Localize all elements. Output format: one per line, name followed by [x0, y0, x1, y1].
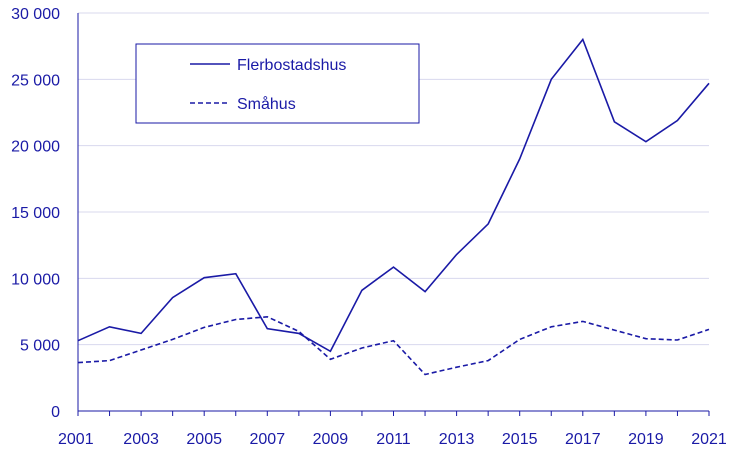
y-tick-label: 5 000 [20, 338, 60, 355]
x-tick-label: 2017 [565, 431, 601, 448]
x-tick-label: 2021 [691, 431, 727, 448]
x-tick-label: 2011 [376, 431, 411, 448]
x-tick-label: 2007 [250, 431, 286, 448]
y-tick-label: 20 000 [11, 139, 60, 156]
legend: Flerbostadshus Småhus [135, 43, 420, 124]
series-lines [77, 37, 710, 376]
series-line-flerbostadshus [77, 37, 710, 353]
series-line-småhus [77, 315, 710, 376]
x-axis-ticks: 2001 2003 2005 2007 2009 2011 2013 2015 2017 2019… [58, 411, 727, 448]
x-tick-label: 2001 [58, 431, 94, 448]
x-tick-label: 2003 [123, 431, 159, 448]
legend-label-smahus: Småhus [237, 95, 296, 113]
y-tick-label: 10 000 [11, 271, 60, 288]
x-tick-label: 2013 [439, 431, 475, 448]
x-tick-label: 2019 [628, 431, 664, 448]
x-tick-label: 2009 [313, 431, 349, 448]
y-tick-label: 25 000 [11, 72, 60, 89]
y-axis-ticks: 0 5 000 10 000 15 000 20 000 25 000 30 000 [11, 6, 60, 421]
legend-box [135, 43, 420, 124]
y-tick-label: 15 000 [11, 205, 60, 222]
legend-label-flerbostadshus: Flerbostadshus [237, 57, 346, 74]
y-tick-label: 0 [51, 404, 60, 421]
y-tick-label: 30 000 [11, 6, 60, 23]
x-tick-label: 2005 [186, 431, 222, 448]
x-tick-label: 2015 [502, 431, 538, 448]
